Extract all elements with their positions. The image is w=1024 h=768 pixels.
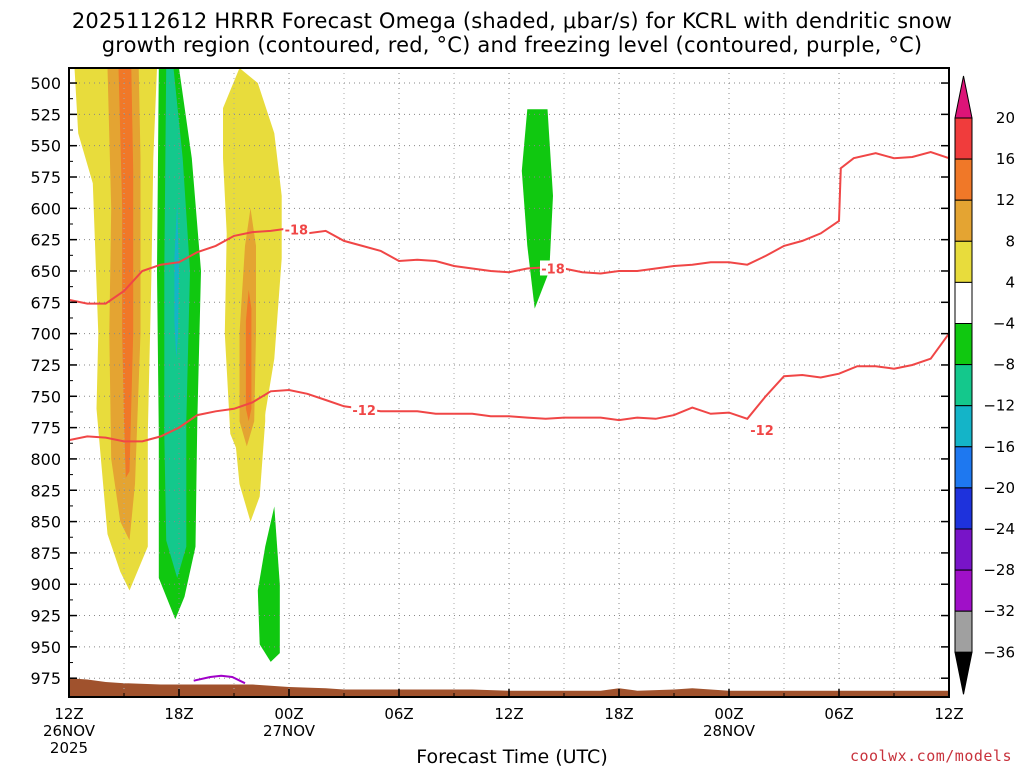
y-tick-label: 950 — [30, 638, 61, 657]
colorbar-swatch — [954, 199, 973, 242]
colorbar-swatch — [954, 281, 973, 324]
colorbar-swatch — [954, 323, 973, 366]
dgz-contour--12 — [69, 333, 949, 443]
x-tick-year: 2025 — [50, 739, 88, 757]
omega-region-9 — [174, 202, 179, 359]
x-tick-label: 18Z — [164, 705, 193, 723]
omega-region-5 — [118, 68, 134, 478]
colorbar-label: 12 — [996, 191, 1015, 209]
x-tick-label: 12Z — [54, 705, 83, 723]
y-tick-label: 500 — [30, 74, 61, 93]
colorbar-swatch — [954, 487, 973, 530]
x-tick-date: 26NOV — [43, 722, 96, 740]
colorbar-label: −20 — [983, 479, 1015, 497]
omega-region-6 — [245, 289, 252, 422]
y-tick-label: 850 — [30, 513, 61, 532]
x-tick-label: 00Z — [274, 705, 303, 723]
dgz-label-18-b-bg — [540, 260, 566, 276]
colorbar-swatch — [954, 364, 973, 407]
y-tick-label: 875 — [30, 544, 61, 563]
x-tick-label: 18Z — [604, 705, 633, 723]
colorbar-label: −4 — [993, 315, 1015, 333]
x-tick-label: 00Z — [714, 705, 743, 723]
x-tick-label: 06Z — [824, 705, 853, 723]
x-tick-label: 12Z — [494, 705, 523, 723]
y-tick-label: 675 — [30, 293, 61, 312]
y-tick-label: 575 — [30, 168, 61, 187]
y-tick-label: 550 — [30, 137, 61, 156]
dgz-label-12-a: -12 — [352, 404, 376, 419]
plot-area: -18 -18 -12 -12 — [69, 68, 949, 697]
colorbar-swatch — [954, 240, 973, 283]
y-tick-label: 525 — [30, 105, 61, 124]
y-tick-label: 975 — [30, 669, 61, 688]
colorbar-swatch — [954, 405, 973, 448]
chart-title-line1: 2025112612 HRRR Forecast Omega (shaded, … — [71, 9, 953, 33]
y-tick-label: 775 — [30, 419, 61, 438]
dgz-label-18-a: -18 — [285, 224, 309, 239]
dgz-label-18-b: -18 — [541, 262, 565, 277]
colorbar-label: −36 — [983, 643, 1015, 661]
freezing-level-contour — [193, 674, 246, 685]
dgz-label-12-a-bg — [351, 402, 378, 418]
y-tick-label: 600 — [30, 199, 61, 218]
y-tick-label: 725 — [30, 356, 61, 375]
y-tick-label: 900 — [30, 575, 61, 594]
y-tick-label: 750 — [30, 387, 61, 406]
colorbar-label: −32 — [983, 602, 1015, 620]
y-tick-label: 700 — [30, 325, 61, 344]
dgz-label-12-b-bg — [749, 422, 775, 438]
colorbar-label: 8 — [1005, 232, 1015, 250]
y-tick-label: 650 — [30, 262, 61, 281]
dgz-contour--18 — [69, 150, 949, 305]
colorbar: 20 16 12 8 4 −4 −8 −12 −16 −20 −24 −28 −32 −36 — [954, 75, 1015, 695]
omega-region-11 — [521, 109, 553, 309]
colorbar-label: 20 — [996, 109, 1015, 127]
x-tick-label: 06Z — [384, 705, 413, 723]
x-tick-label: 12Z — [934, 705, 963, 723]
colorbar-label: −16 — [983, 438, 1015, 456]
y-tick-label: 800 — [30, 450, 61, 469]
colorbar-label: −28 — [983, 561, 1015, 579]
colorbar-swatch — [954, 610, 973, 653]
colorbar-bottom-arrow — [954, 651, 973, 695]
colorbar-swatch — [954, 158, 973, 201]
x-tick-date: 27NOV — [263, 722, 316, 740]
y-tick-label: 925 — [30, 607, 61, 626]
colorbar-label: −24 — [983, 520, 1015, 538]
dgz-label-18-a-bg — [283, 221, 310, 237]
plot-frame — [68, 67, 950, 698]
colorbar-swatch — [954, 446, 973, 489]
y-tick-label: 625 — [30, 231, 61, 250]
colorbar-swatch — [954, 528, 973, 571]
credit-link[interactable]: coolwx.com/models — [849, 747, 1012, 765]
colorbar-label: −12 — [983, 397, 1015, 415]
colorbar-swatch — [954, 117, 973, 160]
omega-region-10 — [257, 506, 280, 662]
colorbar-label: −8 — [993, 356, 1015, 374]
colorbar-swatch — [954, 569, 973, 612]
colorbar-top-arrow — [954, 75, 973, 119]
x-tick-date: 28NOV — [703, 722, 756, 740]
y-tick-label: 825 — [30, 481, 61, 500]
chart-title-line2: growth region (contoured, red, °C) and f… — [101, 33, 923, 57]
dgz-label-12-b: -12 — [750, 424, 774, 439]
colorbar-label: 4 — [1005, 273, 1015, 291]
colorbar-label: 16 — [996, 150, 1015, 168]
x-axis-label: Forecast Time (UTC) — [416, 746, 608, 768]
